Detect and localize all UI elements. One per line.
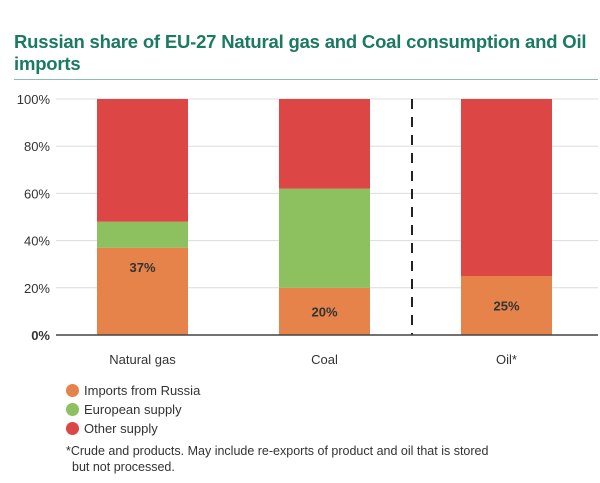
legend-label: Imports from Russia [84, 383, 201, 398]
y-tick-label: 60% [24, 186, 50, 201]
footnote: *Crude and products. May include re-expo… [66, 443, 526, 475]
legend-label: Other supply [84, 421, 158, 436]
legend-item-imports-from-russia: Imports from Russia [66, 381, 200, 400]
bar-segment-imports-from-russia [279, 287, 370, 335]
y-tick-label: 80% [24, 139, 50, 154]
legend-item-european-supply: European supply [66, 400, 200, 419]
bar-segment-other-supply [97, 99, 188, 222]
bar-segment-other-supply [279, 99, 370, 189]
y-tick-label: 20% [24, 281, 50, 296]
legend-item-other-supply: Other supply [66, 419, 200, 438]
chart-title: Russian share of EU-27 Natural gas and C… [14, 31, 587, 74]
y-tick-label: 0% [31, 328, 50, 343]
x-tick-label: Natural gas [109, 352, 176, 367]
y-tick-label: 40% [24, 234, 50, 249]
bar-segment-european-supply [279, 188, 370, 288]
legend-swatch [66, 422, 79, 435]
data-label: 25% [493, 299, 519, 314]
x-tick-label: Oil* [496, 352, 517, 367]
title-divider [14, 79, 598, 80]
bar-segment-other-supply [461, 99, 552, 276]
data-label: 20% [311, 304, 337, 319]
x-tick-label: Coal [311, 352, 338, 367]
legend-swatch [66, 403, 79, 416]
legend-label: European supply [84, 402, 182, 417]
footnote-line-1: *Crude and products. May include re-expo… [66, 444, 489, 458]
y-tick-label: 100% [17, 92, 51, 107]
legend: Imports from Russia European supply Othe… [66, 381, 200, 438]
footnote-line-2: but not processed. [72, 460, 175, 474]
bar-segment-imports-from-russia [461, 276, 552, 335]
bar-segment-european-supply [97, 221, 188, 248]
bar-segment-imports-from-russia [97, 247, 188, 335]
data-label: 37% [129, 260, 155, 275]
legend-swatch [66, 384, 79, 397]
